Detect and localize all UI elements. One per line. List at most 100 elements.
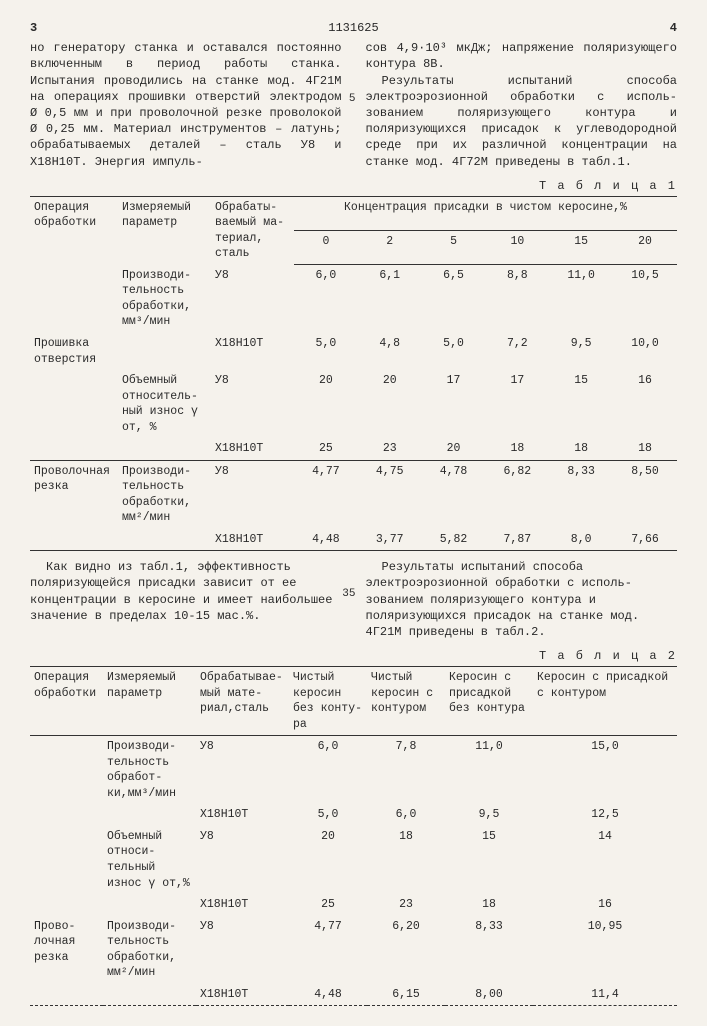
table-cell: 4,75 bbox=[358, 460, 422, 529]
t2-h-c5: Чистый керо­син с конту­ром bbox=[367, 667, 445, 736]
table-cell: 16 bbox=[613, 370, 677, 438]
table-cell: 5,0 bbox=[289, 804, 367, 826]
table-cell bbox=[30, 894, 103, 916]
table-cell: 23 bbox=[358, 438, 422, 460]
table-cell: Х18Н10Т bbox=[211, 529, 294, 551]
table-cell: Х18Н10Т bbox=[196, 804, 289, 826]
table-row: Х18Н10Т25231816 bbox=[30, 894, 677, 916]
table-cell: 9,5 bbox=[445, 804, 533, 826]
t2-h-parameter: Измеряемый параметр bbox=[103, 667, 196, 736]
t1-sub-3: 10 bbox=[485, 231, 549, 265]
table-cell bbox=[118, 529, 211, 551]
line-marker-35: 35 bbox=[342, 587, 355, 602]
table-cell bbox=[103, 804, 196, 826]
table-cell: 14 bbox=[533, 826, 677, 894]
table-row: Х18Н10Т4,483,775,827,878,07,66 bbox=[30, 529, 677, 551]
table-cell: 5,0 bbox=[422, 333, 486, 370]
table-cell bbox=[118, 438, 211, 460]
table-cell: 23 bbox=[367, 894, 445, 916]
table-cell: 8,50 bbox=[613, 460, 677, 529]
t1-sub-5: 20 bbox=[613, 231, 677, 265]
table-cell: 8,0 bbox=[549, 529, 613, 551]
table-cell: Х18Н10Т bbox=[196, 984, 289, 1006]
table2-caption: Т а б л и ц а 2 bbox=[30, 648, 677, 664]
t1-h-material: Обрабаты­ваемый ма­териал, сталь bbox=[211, 196, 294, 265]
t1-sub-0: 0 bbox=[294, 231, 358, 265]
table-cell: 4,48 bbox=[289, 984, 367, 1006]
table-2: Операция обработ­ки Измеряемый параметр … bbox=[30, 666, 677, 1006]
right-column-text: сов 4,9·10³ мкДж; напряжение поляри­зующ… bbox=[366, 40, 678, 170]
table1-caption: Т а б л и ц а 1 bbox=[30, 178, 677, 194]
table-cell: 20 bbox=[289, 826, 367, 894]
table-cell: У8 bbox=[196, 826, 289, 894]
top-text-columns: но генератору станка и оставался постоян… bbox=[30, 40, 677, 170]
table-cell: 7,66 bbox=[613, 529, 677, 551]
t2-h-operation: Операция обработ­ки bbox=[30, 667, 103, 736]
table-cell: Х18Н10Т bbox=[211, 333, 294, 370]
t1-sub-4: 15 bbox=[549, 231, 613, 265]
table-cell bbox=[30, 265, 118, 333]
paragraph-right-2: Результаты испытаний способа электроэроз… bbox=[366, 73, 678, 170]
table-cell: 6,0 bbox=[289, 736, 367, 805]
t1-sub-2: 5 bbox=[422, 231, 486, 265]
table-row: Прошивка от­верстияХ18Н10Т5,04,85,07,29,… bbox=[30, 333, 677, 370]
table-cell: 6,15 bbox=[367, 984, 445, 1006]
table-row: Х18Н10Т4,486,158,0011,4 bbox=[30, 984, 677, 1006]
left-column-text: но генератору станка и оставался постоян… bbox=[30, 40, 342, 170]
table-cell: Х18Н10Т bbox=[196, 894, 289, 916]
t1-h-operation: Операция об­работки bbox=[30, 196, 118, 265]
table-cell: 3,77 bbox=[358, 529, 422, 551]
table-cell: 18 bbox=[613, 438, 677, 460]
table-cell: 8,33 bbox=[445, 916, 533, 984]
table-cell: 18 bbox=[549, 438, 613, 460]
t2-h-c7: Керосин с присадкой с контуром bbox=[533, 667, 677, 736]
table-cell: 4,77 bbox=[289, 916, 367, 984]
table-cell bbox=[30, 984, 103, 1006]
table-cell: 25 bbox=[289, 894, 367, 916]
table-cell: 8,8 bbox=[485, 265, 549, 333]
table-cell: 25 bbox=[294, 438, 358, 460]
table-row: Объемный относитель­ный износ γ от, %У82… bbox=[30, 370, 677, 438]
table-cell bbox=[30, 529, 118, 551]
table-cell: 20 bbox=[422, 438, 486, 460]
table-row: Объемный относи­тельный износ γ от,%У820… bbox=[30, 826, 677, 894]
t1-h-concentration: Концентрация присадки в чистом керо­сине… bbox=[294, 196, 677, 230]
page-header: 3 1131625 4 bbox=[30, 20, 677, 36]
table-cell: 7,87 bbox=[485, 529, 549, 551]
table-cell: Х18Н10Т bbox=[211, 438, 294, 460]
table-cell: У8 bbox=[211, 460, 294, 529]
table-cell: 8,33 bbox=[549, 460, 613, 529]
table-cell: Объемный относитель­ный износ γ от, % bbox=[118, 370, 211, 438]
paragraph-left: но генератору станка и оставался постоян… bbox=[30, 41, 342, 168]
mid-left-text: Как видно из табл.1, эффектив­ность поля… bbox=[30, 559, 342, 624]
table-cell: 15 bbox=[445, 826, 533, 894]
table-cell: 7,8 bbox=[367, 736, 445, 805]
table-cell: 17 bbox=[485, 370, 549, 438]
table-cell: 6,5 bbox=[422, 265, 486, 333]
table-cell: 18 bbox=[367, 826, 445, 894]
table-cell: 10,5 bbox=[613, 265, 677, 333]
table-cell: 6,82 bbox=[485, 460, 549, 529]
table-cell bbox=[103, 984, 196, 1006]
t2-h-material: Обрабатывае­мый мате­риал,сталь bbox=[196, 667, 289, 736]
table-row: Прово­лочная резкаПроизводи­тельность об… bbox=[30, 916, 677, 984]
table-cell: Объемный относи­тельный износ γ от,% bbox=[103, 826, 196, 894]
table-cell: У8 bbox=[211, 265, 294, 333]
table-row: Проволочная резкаПроизводи­тельность обр… bbox=[30, 460, 677, 529]
document-number: 1131625 bbox=[328, 20, 378, 36]
right-page-number: 4 bbox=[670, 20, 677, 36]
table-cell bbox=[103, 894, 196, 916]
table-cell: 4,77 bbox=[294, 460, 358, 529]
mid-right-text: Результаты испытаний способа электроэроз… bbox=[366, 559, 678, 640]
table-cell: 20 bbox=[358, 370, 422, 438]
table-cell bbox=[30, 826, 103, 894]
table-cell bbox=[30, 438, 118, 460]
table-cell: 15 bbox=[549, 370, 613, 438]
table-cell: 6,0 bbox=[367, 804, 445, 826]
table-cell: У8 bbox=[196, 736, 289, 805]
mid-left-paragraph: Как видно из табл.1, эффектив­ность поля… bbox=[30, 559, 342, 640]
table-cell: 4,8 bbox=[358, 333, 422, 370]
middle-text-columns: Как видно из табл.1, эффектив­ность поля… bbox=[30, 559, 677, 640]
table-cell: Производи­тельность обработ­ки,мм³/мин bbox=[103, 736, 196, 805]
table-cell: 8,00 bbox=[445, 984, 533, 1006]
